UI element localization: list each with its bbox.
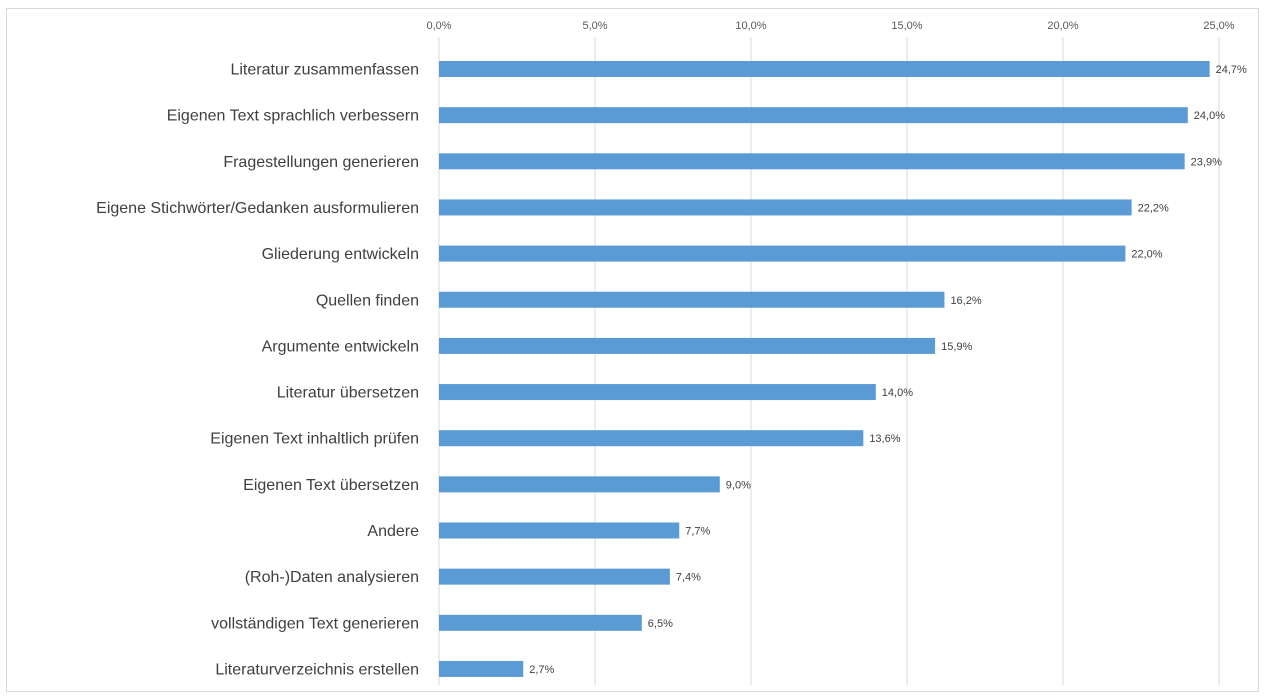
data-label: 14,0% — [882, 387, 913, 399]
bar — [439, 430, 864, 447]
category-label: Gliederung entwickeln — [262, 246, 419, 263]
bar-chart: 0,0% 5,0% 10,0% 15,0% 20,0% 25,0% Literatur z… — [96, 20, 1247, 685]
data-label: 24,7% — [1216, 64, 1247, 76]
bar — [439, 199, 1132, 216]
x-tick-label: 20,0% — [1047, 20, 1078, 32]
data-label: 24,0% — [1194, 110, 1225, 122]
bars — [439, 61, 1210, 677]
category-label: Eigenen Text sprachlich verbessern — [167, 108, 419, 125]
category-label: Argumente entwickeln — [262, 338, 419, 355]
data-label: 7,4% — [676, 572, 701, 584]
data-label: 6,5% — [648, 618, 673, 630]
x-tick-label: 0,0% — [426, 20, 451, 32]
bar — [439, 291, 945, 308]
category-label: vollständigen Text generieren — [211, 615, 419, 632]
category-label: (Roh-)Daten analysieren — [245, 569, 419, 586]
data-label: 7,7% — [685, 526, 710, 538]
bar — [439, 245, 1126, 262]
category-label: Literatur zusammenfassen — [230, 62, 419, 79]
data-label: 23,9% — [1191, 156, 1222, 168]
data-label: 15,9% — [941, 341, 972, 353]
category-label: Eigenen Text inhaltlich prüfen — [210, 431, 419, 448]
x-tick-label: 10,0% — [735, 20, 766, 32]
x-tick-label: 15,0% — [891, 20, 922, 32]
x-tick-label: 5,0% — [582, 20, 607, 32]
data-labels: 24,7% 24,0% 23,9% 22,2% 22,0% 16,2% 15,9% 14,0%… — [529, 64, 1247, 676]
bar — [439, 568, 670, 585]
x-tick-label: 25,0% — [1203, 20, 1234, 32]
bar — [439, 61, 1210, 77]
bar — [439, 476, 720, 493]
bar — [439, 614, 642, 631]
category-label: Quellen finden — [316, 292, 419, 309]
data-label: 22,2% — [1138, 202, 1169, 214]
data-label: 16,2% — [950, 295, 981, 307]
category-label: Fragestellungen generieren — [223, 154, 419, 171]
category-label: Literaturverzeichnis erstellen — [215, 661, 419, 678]
data-label: 2,7% — [529, 664, 554, 676]
data-label: 22,0% — [1131, 249, 1162, 261]
bar — [439, 660, 524, 677]
bar — [439, 153, 1185, 170]
bar — [439, 337, 936, 354]
data-label: 9,0% — [726, 479, 751, 491]
bar — [439, 107, 1188, 124]
bar — [439, 384, 876, 401]
category-label: Eigenen Text übersetzen — [243, 477, 419, 494]
data-label: 13,6% — [869, 433, 900, 445]
chart-frame: 0,0% 5,0% 10,0% 15,0% 20,0% 25,0% Literatur z… — [6, 8, 1259, 692]
bar — [439, 522, 680, 539]
category-labels: Literatur zusammenfassen Eigenen Text spr… — [96, 62, 419, 679]
category-label: Andere — [367, 523, 419, 540]
category-label: Literatur übersetzen — [277, 385, 419, 402]
gridlines — [438, 37, 1220, 685]
x-axis-ticks: 0,0% 5,0% 10,0% 15,0% 20,0% 25,0% — [426, 20, 1234, 32]
category-label: Eigene Stichwörter/Gedanken ausformulier… — [96, 200, 419, 217]
